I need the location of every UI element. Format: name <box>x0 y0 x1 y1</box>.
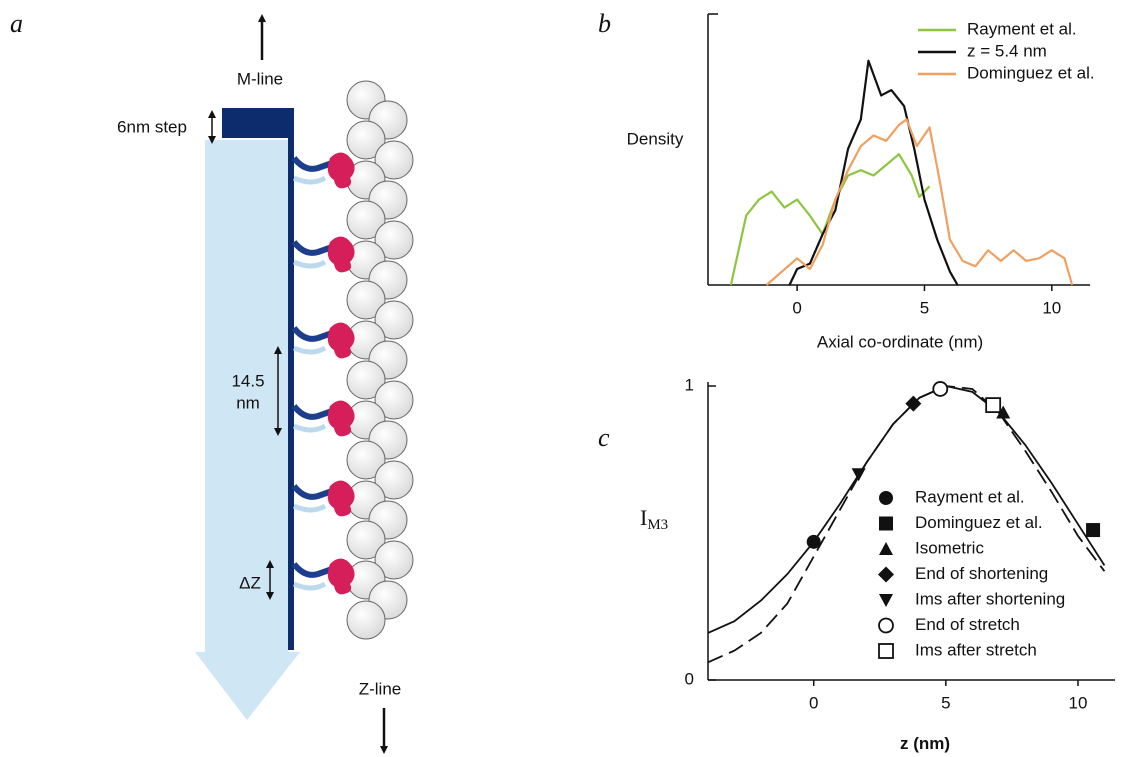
myosin-arm-light <box>292 259 327 269</box>
actin-monomer <box>374 300 414 340</box>
y-tick-label: 0 <box>685 669 694 688</box>
y-axis-label: IM3 <box>640 505 668 533</box>
series-line <box>788 59 959 286</box>
myosin-arm-light <box>292 423 327 433</box>
myosin-head <box>327 480 355 517</box>
point <box>1086 523 1101 538</box>
panel-letter: a <box>10 9 23 38</box>
x-tick-label: 5 <box>941 693 950 712</box>
fit-curve <box>707 385 1106 664</box>
delta-label: ΔZ <box>239 573 261 592</box>
legend-label: End of shortening <box>915 564 1048 583</box>
myosin-arm-light <box>292 175 327 185</box>
y-axis-label: Density <box>627 129 684 148</box>
series-line <box>765 118 1074 286</box>
y-tick-label: 1 <box>685 375 694 394</box>
y-axis-label-main: I <box>640 505 647 530</box>
legend-marker <box>879 594 893 607</box>
actin-monomer <box>346 280 386 320</box>
myosin-arm-light <box>292 581 327 591</box>
z-line-label: Z-line <box>359 679 402 698</box>
actin-monomer <box>346 200 386 240</box>
myosin-head <box>327 236 355 273</box>
legend-label: Ims after stretch <box>915 640 1037 659</box>
legend-label: Rayment et al. <box>967 19 1077 38</box>
legend-marker <box>878 643 894 659</box>
x-tick-label: 0 <box>809 693 818 712</box>
x-axis-label: Axial co-ordinate (nm) <box>817 332 983 351</box>
actin-monomer <box>374 220 414 260</box>
x-tick-label: 10 <box>1069 693 1088 712</box>
myosin-arm-light <box>292 345 327 355</box>
legend-label: Dominguez et al. <box>967 63 1095 82</box>
myosin-arm <box>291 404 336 420</box>
panel-letter: b <box>598 9 611 38</box>
point <box>851 468 866 482</box>
panel-letter: c <box>598 423 610 452</box>
thick-filament <box>288 138 294 650</box>
point <box>932 381 949 397</box>
filament-arrow <box>195 140 300 720</box>
myosin-head <box>327 558 355 595</box>
x-axis-label: z (nm) <box>900 734 950 753</box>
myosin-head <box>327 152 355 189</box>
actin-monomer <box>346 440 386 480</box>
actin-monomer <box>374 380 414 420</box>
y-axis-label-sub: M3 <box>647 517 668 533</box>
legend-marker <box>879 491 893 505</box>
x-tick-label: 0 <box>792 298 801 317</box>
spacing-label: nm <box>236 393 260 412</box>
myosin-arm <box>291 156 336 172</box>
legend-marker <box>878 566 894 583</box>
point <box>985 397 1002 414</box>
legend-marker <box>879 516 893 531</box>
actin-monomer <box>346 120 386 160</box>
m-line-label: M-line <box>237 69 283 88</box>
myosin-head <box>327 322 355 359</box>
actin-monomer <box>346 360 386 400</box>
actin-monomer <box>374 140 414 180</box>
x-tick-label: 5 <box>920 298 929 317</box>
legend-marker <box>879 542 893 555</box>
spacing-label: 14.5 <box>231 371 264 390</box>
myosin-arm <box>291 240 336 256</box>
myosin-head <box>327 400 355 437</box>
legend-label: Dominguez et al. <box>915 513 1043 532</box>
legend-label: Rayment et al. <box>915 487 1025 506</box>
myosin-arm <box>291 562 336 578</box>
actin-monomer <box>374 540 414 580</box>
legend-marker <box>878 617 894 634</box>
legend-label: Ims after shortening <box>915 589 1065 608</box>
x-tick-label: 10 <box>1042 298 1061 317</box>
actin-monomer <box>346 520 386 560</box>
point <box>806 534 821 549</box>
legend-label: End of stretch <box>915 615 1020 634</box>
point <box>905 395 922 412</box>
step-label: 6nm step <box>117 117 187 136</box>
myosin-arm <box>291 326 336 342</box>
actin-monomer <box>374 460 414 500</box>
x-axis-label-text: z (nm) <box>900 734 950 753</box>
myosin-arm-light <box>292 503 327 513</box>
m-line-block <box>222 108 294 138</box>
myosin-arm <box>291 484 336 500</box>
legend-label: z = 5.4 nm <box>967 41 1047 60</box>
actin-monomer <box>346 600 386 640</box>
panel-a: a M-line 6nm step 14.5 nm ΔZ Z-line <box>10 9 414 754</box>
legend-label: Isometric <box>915 538 984 557</box>
point <box>996 405 1011 419</box>
